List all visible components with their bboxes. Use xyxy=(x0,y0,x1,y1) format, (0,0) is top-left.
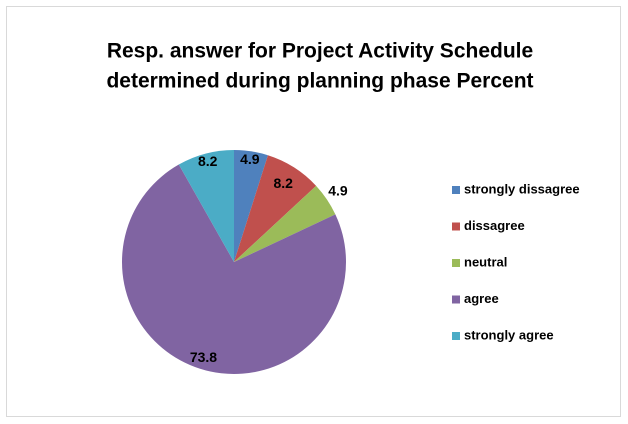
legend-label: agree xyxy=(464,291,499,306)
legend-swatch xyxy=(452,295,460,304)
legend-swatch xyxy=(452,222,460,231)
pie-slice xyxy=(234,150,268,262)
legend-swatch xyxy=(452,332,460,340)
pie-slice xyxy=(178,150,234,262)
data-label: 8.2 xyxy=(198,153,218,169)
chart-title: determined during planning phase Percent xyxy=(106,70,533,93)
data-label: 4.9 xyxy=(328,183,348,199)
pie-slice xyxy=(234,155,317,262)
legend-label: neutral xyxy=(464,254,507,269)
data-label: 73.8 xyxy=(190,349,217,365)
legend-label: strongly dissagree xyxy=(464,181,580,196)
data-label: 8.2 xyxy=(273,175,293,191)
pie-slice xyxy=(122,164,347,374)
legend-label: strongly agree xyxy=(464,327,554,342)
legend-label: dissagree xyxy=(464,218,525,233)
pie-slice xyxy=(234,185,336,262)
legend-swatch xyxy=(452,259,460,267)
chart-title: Resp. answer for Project Activity Schedu… xyxy=(107,40,533,63)
data-label: 4.9 xyxy=(240,151,260,167)
legend-swatch xyxy=(452,186,460,194)
